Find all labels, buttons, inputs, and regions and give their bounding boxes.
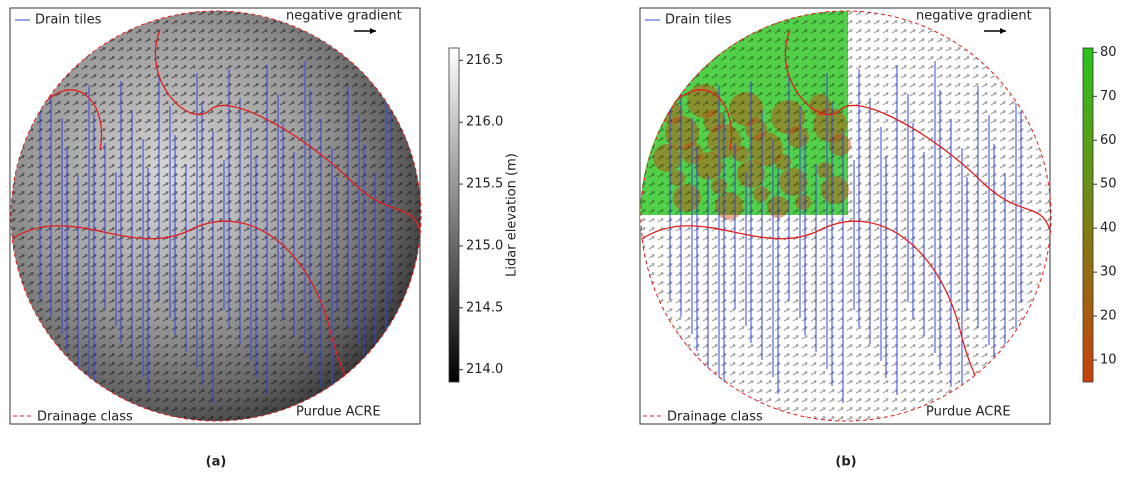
colorbar-tick-label: 40 (1100, 221, 1117, 236)
panel-label: (a) (206, 455, 227, 470)
colorbar-tick-label: 215.5 (466, 177, 503, 192)
colorbar-tick-label: 20 (1100, 309, 1117, 324)
arrow-key-head (1000, 28, 1006, 34)
arrow-label: negative gradient (286, 9, 402, 24)
colorbar-tick-label: 60 (1100, 133, 1117, 148)
arrow-key-head (370, 28, 376, 34)
colorbar-tick-label: 10 (1100, 353, 1117, 368)
contour-label: Drainage class (667, 410, 763, 425)
colorbar-tick-label: 215.0 (466, 238, 503, 253)
colorbar-tick-label: 216.5 (466, 53, 503, 68)
figure: Drain tiles negative gradient Drainage cla… (0, 0, 1135, 473)
colorbar-tick-label: 30 (1100, 265, 1117, 280)
legend-label: Drain tiles (35, 13, 102, 28)
colorbar-tick-label: 70 (1100, 89, 1117, 104)
site-label: Purdue ACRE (296, 405, 381, 420)
colorbar-tick-label: 80 (1100, 45, 1117, 60)
colorbar-tick-label: 50 (1100, 177, 1117, 192)
colorbar-tick-label: 214.0 (466, 362, 503, 377)
colorbar-label: Lidar elevation (m) (505, 153, 520, 277)
colorbar-tick-label: 216.0 (466, 115, 503, 130)
legend-label: Drain tiles (665, 13, 732, 28)
colorbar (1083, 48, 1093, 382)
colorbar-tick-label: 214.5 (466, 300, 503, 315)
site-label: Purdue ACRE (926, 405, 1011, 420)
contour-label: Drainage class (37, 410, 133, 425)
arrow-label: negative gradient (916, 9, 1032, 24)
panel-label: (b) (835, 455, 856, 470)
colorbar (449, 48, 459, 382)
yield-patch (647, 92, 663, 108)
